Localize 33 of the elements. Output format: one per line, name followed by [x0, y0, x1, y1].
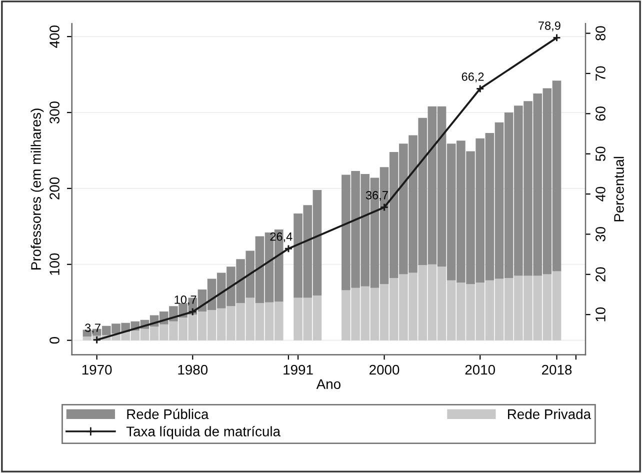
y2-tick-label: 20 [596, 267, 606, 282]
x-tick-label: 2018 [542, 364, 572, 375]
point [284, 244, 293, 253]
x-tick-label: 2010 [465, 364, 496, 375]
x-tick-label: 2000 [370, 364, 400, 375]
y-tick-label: 400 [50, 26, 60, 48]
x-tick-label: 1980 [178, 364, 208, 375]
x-tick-label: 1970 [82, 364, 112, 375]
data-label: 66,2 [462, 72, 484, 82]
y2-tick-label: 80 [596, 26, 606, 40]
x-axis-title: Ano [316, 379, 340, 390]
data-label: 10,7 [174, 296, 196, 306]
y-tick-label: 0 [50, 337, 60, 344]
point [380, 203, 389, 212]
point [188, 308, 197, 316]
y2-tick-label: 50 [596, 146, 606, 162]
x-tick-label: 1991 [284, 364, 313, 375]
y-tick-label: 300 [50, 101, 60, 124]
y2-axis-title: Percentual [614, 156, 624, 222]
data-label: 78,9 [538, 21, 560, 32]
y2-tick-label: 60 [596, 106, 606, 121]
y2-tick-label: 70 [596, 66, 606, 80]
y2-tick-label: 30 [596, 227, 606, 242]
y-axis-title: Professores (em milhares) [30, 108, 44, 270]
point [476, 84, 484, 93]
y-tick-label: 200 [50, 177, 60, 200]
y2-tick-label: 10 [596, 307, 606, 322]
legend-label: Taxa líquida de matrícula [126, 426, 280, 440]
y2-tick-label: 40 [596, 186, 606, 202]
legend-label: Rede Privada [508, 408, 592, 420]
y-tick-label: 100 [50, 253, 60, 275]
legend-label: Rede Pública [127, 408, 209, 420]
data-label: 3,7 [85, 324, 100, 334]
